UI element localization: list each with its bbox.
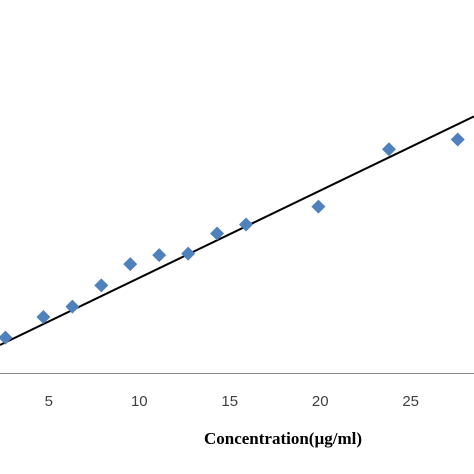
data-points-layer [0, 132, 465, 345]
x-ticks-layer: 5 10 15 20 25 [45, 393, 419, 410]
data-point [123, 257, 138, 272]
x-tick-label: 25 [402, 393, 419, 410]
data-point [450, 132, 465, 147]
data-point [0, 330, 13, 345]
x-tick-label: 20 [312, 393, 329, 410]
x-axis-title: Concentration(µg/ml) [204, 429, 362, 448]
data-point [181, 246, 196, 261]
data-point [381, 142, 396, 157]
data-point [210, 226, 225, 241]
data-point [239, 217, 254, 232]
data-point [94, 278, 109, 293]
data-point [152, 248, 167, 263]
x-tick-label: 15 [221, 393, 238, 410]
data-point [65, 299, 80, 314]
x-tick-label: 5 [45, 393, 53, 410]
data-point [36, 310, 51, 325]
x-tick-label: 10 [131, 393, 148, 410]
data-point [311, 199, 326, 214]
